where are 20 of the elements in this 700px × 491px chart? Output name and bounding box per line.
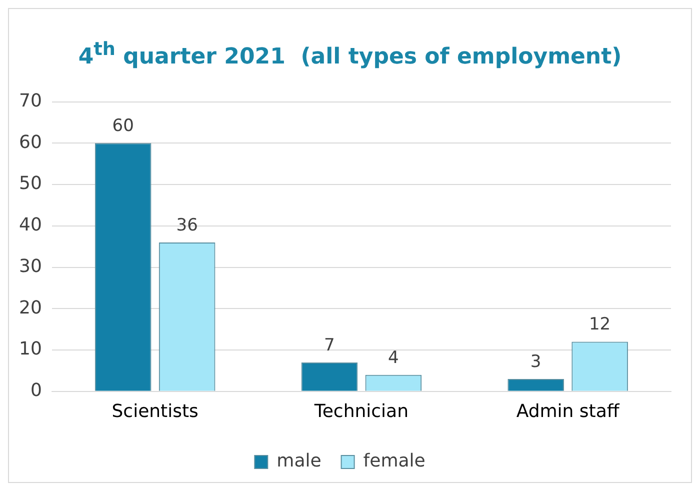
data-label: 60 [112, 116, 134, 136]
y-tick-label: 70 [19, 90, 42, 112]
data-label: 3 [530, 352, 542, 372]
data-label: 7 [324, 335, 335, 356]
legend-label: female [363, 450, 426, 472]
data-label: 12 [588, 314, 611, 335]
y-tick-label: 30 [19, 256, 42, 277]
y-tick-label: 50 [19, 173, 42, 194]
y-tick-label: 20 [19, 297, 42, 318]
data-label: 4 [388, 348, 399, 368]
x-tick-label: Scientists [112, 400, 198, 422]
y-tick-label: 60 [19, 132, 42, 153]
chart-title: 4$^{th}$ quarter 2021 (all types of employment) [77, 38, 623, 72]
legend-label: male [276, 450, 322, 472]
data-label: 36 [176, 215, 198, 236]
x-tick-label: Technician [313, 400, 408, 422]
y-tick-label: 40 [19, 214, 42, 236]
x-tick-label: Admin staff [516, 400, 620, 422]
y-tick-label: 10 [19, 338, 42, 360]
y-tick-label: 0 [30, 380, 42, 402]
